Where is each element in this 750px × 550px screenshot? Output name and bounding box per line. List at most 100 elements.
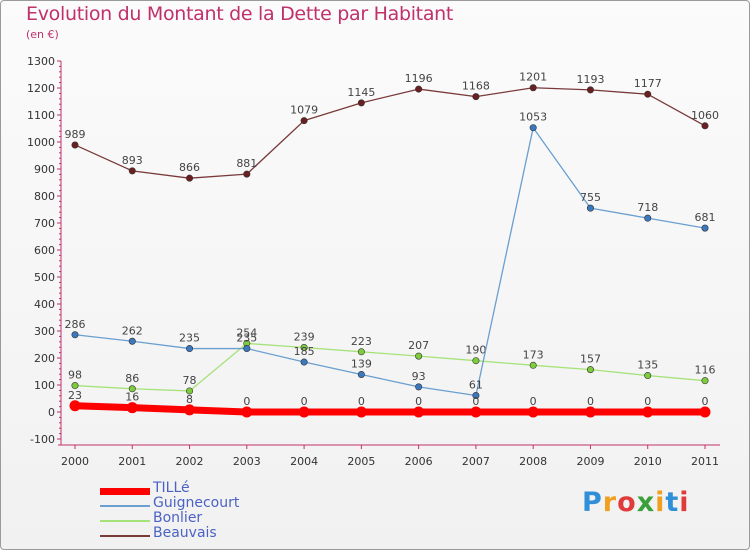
data-label: 93 [412, 370, 426, 383]
data-label: 1079 [290, 104, 318, 117]
y-tick-label: 1100 [27, 109, 55, 122]
data-point [699, 406, 711, 418]
data-label: 0 [243, 395, 250, 408]
data-label: 893 [122, 154, 143, 167]
legend-label: Guignecourt [153, 495, 240, 511]
data-point [472, 93, 480, 101]
x-tick-label: 2000 [61, 455, 89, 468]
data-point [357, 348, 365, 356]
data-label: 881 [236, 157, 257, 170]
data-label: 1196 [405, 72, 433, 85]
data-point [529, 361, 537, 369]
y-tick-label: 300 [34, 325, 55, 338]
data-point [701, 224, 709, 232]
data-point [644, 214, 652, 222]
data-label: 681 [695, 211, 716, 224]
data-label: 0 [702, 395, 709, 408]
data-label: 0 [587, 395, 594, 408]
legend-swatch [100, 520, 150, 522]
chart-title: Evolution du Montant de la Dette par Hab… [26, 3, 454, 25]
x-tick-label: 2005 [347, 455, 375, 468]
data-label: 239 [294, 330, 315, 343]
data-label: 718 [637, 201, 658, 214]
data-point [586, 366, 594, 374]
data-label: 16 [125, 391, 139, 404]
x-tick-label: 2006 [405, 455, 433, 468]
data-label: 1177 [634, 77, 662, 90]
x-tick-label: 2004 [290, 455, 318, 468]
data-point [128, 167, 136, 175]
data-point [586, 204, 594, 212]
y-tick-label: 900 [34, 163, 55, 176]
data-label: 254 [236, 326, 257, 339]
y-tick-label: 200 [34, 352, 55, 365]
data-label: 86 [125, 372, 139, 385]
legend-label: Bonlier [153, 510, 203, 526]
data-point [300, 358, 308, 366]
y-tick-label: 500 [34, 271, 55, 284]
data-label: 0 [301, 395, 308, 408]
data-point [128, 385, 136, 393]
series-line-guignecourt [74, 127, 706, 397]
data-label: 1053 [519, 111, 547, 124]
x-tick-label: 2011 [691, 455, 719, 468]
data-point [529, 84, 537, 92]
data-point [413, 406, 425, 418]
data-label: 98 [68, 369, 82, 382]
y-tick-label: 600 [34, 244, 55, 257]
data-label: 157 [580, 353, 601, 366]
data-point [701, 377, 709, 385]
data-point [69, 400, 81, 412]
data-label: 78 [183, 374, 197, 387]
data-point [415, 383, 423, 391]
data-point [644, 372, 652, 380]
data-point [186, 387, 194, 395]
y-tick-label: 800 [34, 190, 55, 203]
data-point [71, 331, 79, 339]
data-point [586, 86, 594, 94]
logo-letter: o [617, 487, 637, 518]
data-point [241, 406, 253, 418]
data-point [584, 406, 596, 418]
logo-letter: i [655, 487, 666, 518]
x-tick-label: 2009 [576, 455, 604, 468]
data-label: 1145 [347, 86, 375, 99]
y-tick-label: 1200 [27, 82, 55, 95]
logo-letter: r [602, 487, 618, 518]
logo-letter: t [665, 487, 680, 518]
x-tick-label: 2008 [519, 455, 547, 468]
data-label: 755 [580, 191, 601, 204]
x-tick-label: 2010 [634, 455, 662, 468]
data-label: 185 [294, 345, 315, 358]
data-label: 0 [530, 395, 537, 408]
data-label: 1060 [691, 109, 719, 122]
y-tick-label: -100 [30, 433, 55, 446]
y-tick-label: 100 [34, 379, 55, 392]
series-line-beauvais [74, 87, 706, 179]
data-point [300, 117, 308, 125]
data-point [642, 406, 654, 418]
series-line-tillé [71, 402, 709, 416]
series-line-bonlier [74, 342, 706, 392]
x-tick-label: 2001 [118, 455, 146, 468]
data-label: 989 [65, 128, 86, 141]
y-tick-label: 0 [48, 406, 55, 419]
data-point [644, 90, 652, 98]
legend-label: TILLé [153, 480, 190, 496]
data-label: 0 [472, 395, 479, 408]
data-point [415, 352, 423, 360]
data-point [298, 406, 310, 418]
legend-label: Beauvais [153, 525, 217, 541]
data-label: 866 [179, 161, 200, 174]
y-tick-label: 700 [34, 217, 55, 230]
data-point [355, 406, 367, 418]
y-tick-label: 1300 [27, 55, 55, 68]
data-point [186, 174, 194, 182]
data-label: 139 [351, 357, 372, 370]
data-label: 23 [68, 389, 82, 402]
data-point [529, 124, 537, 132]
data-label: 173 [523, 348, 544, 361]
data-label: 0 [358, 395, 365, 408]
